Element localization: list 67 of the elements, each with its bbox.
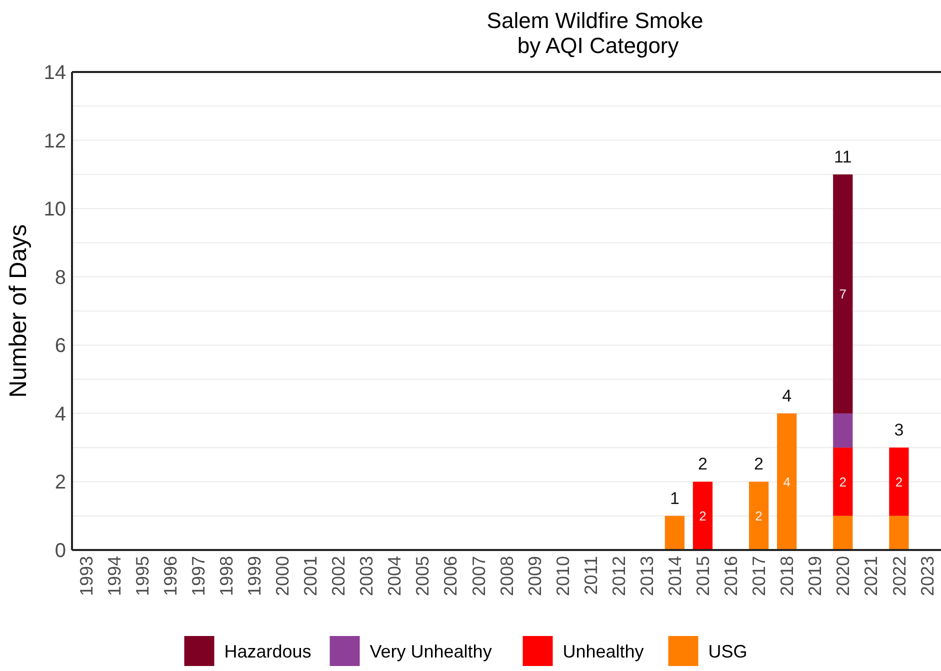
y-tick-label: 0 — [54, 540, 66, 562]
total-label: 1 — [670, 488, 680, 508]
x-tick-label: 2003 — [356, 556, 377, 596]
x-tick-label: 2012 — [608, 556, 629, 596]
y-tick-label: 4 — [54, 403, 66, 426]
x-tick-label: 2005 — [412, 556, 433, 596]
x-tick-label: 1996 — [160, 556, 180, 596]
x-tick-label: 2018 — [777, 556, 798, 596]
legend-label: Very Unhealthy — [370, 641, 492, 662]
y-axis-title: Number of Days — [5, 224, 32, 398]
y-tick-label: 6 — [54, 335, 66, 358]
bar — [833, 413, 853, 448]
x-tick-label: 2014 — [664, 556, 685, 596]
x-tick-label: 2023 — [917, 556, 938, 596]
x-tick-label: 2021 — [861, 556, 882, 596]
bar — [889, 448, 909, 516]
data-label: 2 — [839, 474, 847, 490]
x-tick-label: 2022 — [889, 556, 910, 596]
data-label: 4 — [783, 474, 790, 490]
x-tick-label: 2004 — [384, 556, 405, 596]
x-tick-label: 2006 — [440, 556, 461, 596]
x-tick-label: 1997 — [188, 556, 208, 596]
data-label: 2 — [755, 508, 762, 524]
x-tick-label: 2009 — [524, 556, 545, 596]
data-label: 7 — [839, 286, 847, 302]
bar — [833, 174, 853, 414]
total-label: 2 — [754, 454, 764, 474]
bar — [833, 516, 853, 550]
data-label: 2 — [895, 474, 903, 490]
y-tick-label: 12 — [44, 130, 66, 152]
data-label: 2 — [699, 508, 706, 524]
legend-label: Unhealthy — [562, 641, 644, 662]
x-tick-label: 1993 — [76, 556, 96, 596]
x-tick-label: 1998 — [216, 556, 236, 596]
x-tick-label: 1995 — [132, 556, 152, 596]
x-tick-label: 2007 — [468, 556, 489, 596]
y-tick-label: 14 — [44, 62, 66, 84]
x-tick-label: 2000 — [272, 556, 293, 596]
chart-title: Salem Wildfire Smoke by AQI Category — [486, 8, 704, 58]
legend-label: Hazardous — [224, 641, 312, 662]
x-tick-label: 1999 — [244, 556, 265, 596]
x-tick-label: 2010 — [552, 556, 573, 596]
x-tick-label: 2019 — [805, 556, 826, 596]
x-tick-label: 2015 — [693, 556, 714, 596]
x-tick-label: 2017 — [749, 556, 770, 596]
bar — [889, 516, 909, 550]
legend-label: USG — [708, 641, 748, 662]
bar — [833, 448, 853, 516]
y-tick-label: 2 — [54, 472, 66, 494]
bar — [748, 482, 769, 550]
x-tick-label: 1994 — [104, 556, 124, 596]
y-tick-label: 10 — [44, 198, 66, 221]
x-tick-label: 2002 — [328, 556, 349, 596]
bar — [777, 413, 797, 550]
x-tick-label: 2001 — [300, 556, 321, 596]
bar — [664, 516, 685, 550]
y-tick-label: 8 — [54, 266, 66, 289]
total-label: 11 — [834, 147, 852, 166]
x-tick-label: 2011 — [580, 556, 601, 595]
bar — [692, 482, 713, 550]
x-tick-label: 2013 — [636, 556, 657, 596]
x-tick-label: 2016 — [721, 556, 742, 596]
total-label: 2 — [698, 454, 708, 474]
x-tick-label: 2020 — [833, 556, 854, 596]
total-label: 3 — [894, 420, 904, 440]
total-label: 4 — [782, 386, 792, 406]
x-tick-label: 2008 — [496, 556, 517, 596]
